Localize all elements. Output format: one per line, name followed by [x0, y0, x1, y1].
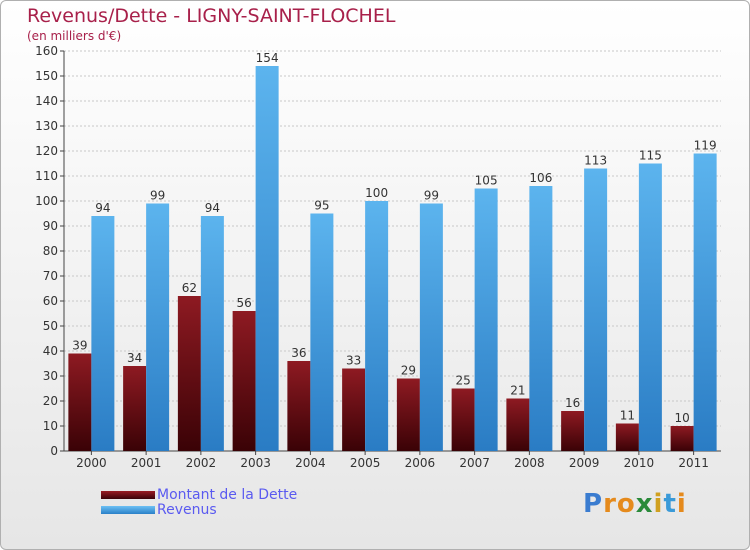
legend-swatch-revenus	[101, 505, 155, 514]
data-label-dette-2011: 10	[674, 411, 689, 425]
xtick-label-2004: 2004	[295, 456, 326, 470]
ytick-label-130: 130	[35, 119, 58, 133]
data-label-dette-2000: 39	[72, 339, 87, 353]
legend-item-revenus: Revenus	[101, 501, 297, 518]
data-label-revenus-2011: 119	[694, 139, 717, 153]
data-label-revenus-2000: 94	[95, 201, 110, 215]
bar-dette-2005	[342, 368, 366, 451]
ytick-label-80: 80	[43, 244, 58, 258]
data-label-revenus-2002: 94	[205, 201, 220, 215]
bar-dette-2011	[670, 426, 694, 451]
logo-letter: t	[663, 489, 677, 519]
bar-dette-2006	[396, 378, 420, 451]
bar-dette-2001	[123, 366, 147, 451]
bar-dette-2003	[232, 311, 256, 451]
ytick-label-50: 50	[43, 319, 58, 333]
data-label-revenus-2007: 105	[475, 174, 498, 188]
logo-letter: x	[635, 489, 654, 519]
ytick-label-30: 30	[43, 369, 58, 383]
logo-letter: o	[616, 489, 636, 519]
bar-revenus-2011	[693, 153, 717, 451]
logo-letter: r	[603, 489, 617, 519]
bar-dette-2004	[287, 361, 311, 451]
data-label-dette-2010: 11	[620, 409, 635, 423]
bar-revenus-2003	[255, 66, 279, 451]
legend: Montant de la Dette Revenus	[101, 486, 298, 518]
data-label-dette-2002: 62	[182, 281, 197, 295]
logo-letter: P	[583, 489, 604, 519]
ytick-label-120: 120	[35, 144, 58, 158]
bar-revenus-2005	[365, 201, 389, 451]
data-label-revenus-2006: 99	[424, 189, 439, 203]
xtick-label-2001: 2001	[131, 456, 162, 470]
bar-dette-2008	[506, 398, 530, 451]
bar-dette-2007	[451, 388, 475, 451]
ytick-label-100: 100	[35, 194, 58, 208]
ytick-label-40: 40	[43, 344, 58, 358]
ytick-label-20: 20	[43, 394, 58, 408]
data-label-revenus-2008: 106	[529, 171, 552, 185]
xtick-label-2006: 2006	[405, 456, 436, 470]
legend-swatch-dette	[101, 490, 155, 499]
ytick-label-160: 160	[35, 44, 58, 58]
xtick-label-2003: 2003	[240, 456, 271, 470]
data-label-dette-2009: 16	[565, 396, 580, 410]
ytick-label-90: 90	[43, 219, 58, 233]
bar-dette-2000	[68, 353, 92, 451]
ytick-label-60: 60	[43, 294, 58, 308]
ytick-label-150: 150	[35, 69, 58, 83]
data-label-revenus-2009: 113	[584, 154, 607, 168]
bar-revenus-2007	[474, 188, 498, 451]
bar-revenus-2004	[310, 213, 334, 451]
data-label-dette-2004: 36	[291, 346, 306, 360]
bar-revenus-2009	[584, 168, 608, 451]
ytick-label-140: 140	[35, 94, 58, 108]
ytick-label-110: 110	[35, 169, 58, 183]
legend-label-revenus: Revenus	[157, 501, 217, 518]
data-label-dette-2005: 33	[346, 354, 361, 368]
bar-revenus-2006	[419, 203, 443, 451]
xtick-label-2011: 2011	[678, 456, 709, 470]
xtick-label-2009: 2009	[569, 456, 600, 470]
data-label-revenus-2004: 95	[314, 199, 329, 213]
logo-letter: i	[653, 489, 664, 519]
bar-dette-2009	[561, 411, 585, 451]
xtick-label-2010: 2010	[624, 456, 655, 470]
xtick-label-2000: 2000	[76, 456, 107, 470]
data-label-dette-2003: 56	[236, 296, 251, 310]
ytick-label-0: 0	[50, 444, 58, 458]
chart-title: Revenus/Dette - LIGNY-SAINT-FLOCHEL	[27, 5, 396, 27]
data-label-revenus-2001: 99	[150, 189, 165, 203]
bar-revenus-2008	[529, 186, 553, 451]
ytick-label-10: 10	[43, 419, 58, 433]
xtick-label-2008: 2008	[514, 456, 545, 470]
legend-item-dette: Montant de la Dette	[101, 486, 298, 503]
xtick-label-2005: 2005	[350, 456, 381, 470]
legend-label-dette: Montant de la Dette	[157, 486, 298, 503]
data-label-revenus-2005: 100	[365, 186, 388, 200]
data-label-revenus-2010: 115	[639, 149, 662, 163]
bar-dette-2002	[177, 296, 201, 451]
logo-letter: i	[676, 489, 687, 519]
chart-subtitle: (en milliers d'€)	[27, 29, 122, 43]
data-label-revenus-2003: 154	[256, 51, 279, 65]
data-label-dette-2008: 21	[510, 384, 525, 398]
bar-dette-2010	[615, 423, 639, 451]
bar-revenus-2001	[146, 203, 170, 451]
xtick-label-2002: 2002	[186, 456, 217, 470]
data-label-dette-2007: 25	[455, 374, 470, 388]
bar-revenus-2010	[638, 163, 662, 451]
bar-revenus-2002	[200, 216, 224, 451]
ytick-label-70: 70	[43, 269, 58, 283]
proxiti-logo: Proxiti	[583, 489, 687, 519]
xtick-label-2007: 2007	[459, 456, 490, 470]
data-label-dette-2006: 29	[401, 364, 416, 378]
bar-revenus-2000	[91, 216, 115, 451]
data-label-dette-2001: 34	[127, 351, 142, 365]
